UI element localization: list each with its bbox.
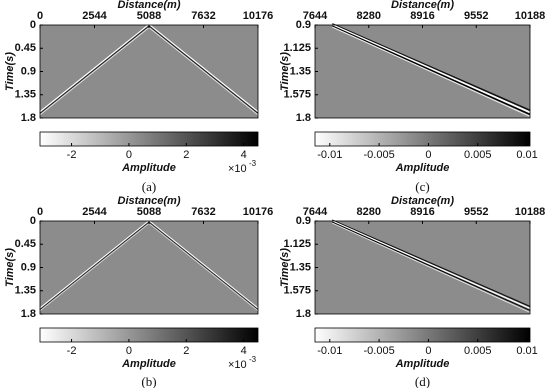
- x-tick-label: 9552: [464, 206, 488, 218]
- seismic-image: [40, 221, 258, 314]
- colorbar-scale-base: ×10: [228, 163, 247, 175]
- colorbar-scale-exponent: -3: [249, 355, 257, 364]
- x-tick-label: 8280: [357, 10, 381, 22]
- colorbar: [39, 327, 259, 343]
- y-tick-label: 1.8: [21, 308, 36, 320]
- wavefront: [331, 220, 531, 309]
- caption: (d): [415, 374, 430, 388]
- x-axis-label: Distance(m): [391, 195, 454, 207]
- y-tick-label: 0.45: [15, 42, 36, 54]
- colorbar-tick-label: 2: [183, 149, 189, 161]
- caption: (c): [415, 179, 429, 194]
- y-tick-label: 0.45: [15, 238, 36, 250]
- x-tick-label: 10188: [515, 206, 546, 218]
- y-tick-label: 1.35: [15, 89, 36, 101]
- x-axis-label: Distance(m): [391, 0, 454, 11]
- wavefront: [331, 25, 531, 116]
- x-tick-label: 2544: [82, 10, 107, 22]
- seismic-image: [315, 221, 530, 314]
- y-tick-label: 0.9: [21, 261, 36, 273]
- colorbar-label: Amplitude: [121, 358, 176, 370]
- colorbar-tick-label: -2: [67, 149, 77, 161]
- wavefront: [331, 221, 531, 311]
- y-axis-label: Time(s): [4, 248, 16, 287]
- colorbar-label: Amplitude: [395, 162, 450, 174]
- x-tick-label: 7644: [303, 10, 328, 22]
- x-tick-label: 8916: [410, 10, 434, 22]
- y-tick-label: 1.35: [15, 285, 36, 297]
- colorbar-tick-label: 0.005: [464, 149, 492, 161]
- caption: (b): [141, 374, 156, 388]
- colorbar-tick-label: 0.01: [516, 345, 537, 357]
- colorbar-tick-label: 0.01: [516, 149, 537, 161]
- y-tick-label: 1.35: [290, 261, 311, 273]
- colorbar-tick-label: 0.005: [464, 345, 492, 357]
- colorbar-tick-label: 2: [183, 345, 189, 357]
- x-tick-label: 0: [37, 10, 43, 22]
- colorbar-scale-base: ×10: [228, 359, 247, 371]
- x-tick-label: 2544: [82, 206, 107, 218]
- x-tick-label: 10176: [243, 10, 274, 22]
- colorbar-tick-label: -0.01: [317, 345, 342, 357]
- y-axis-label: Time(s): [279, 52, 291, 91]
- x-tick-label: 10176: [243, 206, 274, 218]
- y-tick-label: 1.125: [283, 42, 311, 54]
- y-axis-label: Time(s): [279, 248, 291, 287]
- x-tick-label: 0: [37, 206, 43, 218]
- colorbar: [314, 327, 531, 343]
- colorbar: [39, 131, 259, 147]
- wavefront: [331, 219, 531, 307]
- wavefront: [332, 222, 531, 313]
- wavefront: [331, 24, 531, 114]
- colorbar-tick-label: -0.005: [364, 149, 395, 161]
- colorbar-tick-label: 0: [126, 345, 132, 357]
- y-tick-label: 1.575: [283, 285, 311, 297]
- colorbar-label: Amplitude: [121, 162, 176, 174]
- panel: Distance(m) 0 2544 5088 7632 10176 Time(s) 0 0.4…: [4, 0, 273, 194]
- x-tick-label: 8280: [357, 206, 381, 218]
- y-tick-label: 1.8: [296, 308, 311, 320]
- y-tick-label: 1.35: [290, 65, 311, 77]
- colorbar-tick-label: -0.005: [364, 345, 395, 357]
- colorbar-scale-exponent: -3: [249, 159, 257, 168]
- y-axis-label: Time(s): [4, 52, 16, 91]
- colorbar-tick-label: 0: [126, 149, 132, 161]
- caption: (a): [142, 179, 156, 194]
- x-tick-label: 7632: [191, 10, 215, 22]
- y-tick-label: 1.125: [283, 238, 311, 250]
- panel: Distance(m) 7644 8280 8916 9552 10188 Time(s) 0…: [279, 0, 545, 194]
- seismic-image: [315, 25, 530, 118]
- colorbar-label: Amplitude: [395, 358, 450, 370]
- y-tick-label: 0: [30, 215, 36, 227]
- x-tick-label: 8916: [410, 206, 434, 218]
- panel: Distance(m) 7644 8280 8916 9552 10188 Time(s) 0…: [279, 195, 545, 388]
- colorbar-tick-label: 4: [241, 345, 247, 357]
- y-tick-label: 0.9: [296, 19, 311, 31]
- colorbar-tick-label: 0: [425, 149, 431, 161]
- y-tick-label: 0: [30, 19, 36, 31]
- y-tick-label: 1.575: [283, 89, 311, 101]
- x-tick-label: 5088: [137, 10, 161, 22]
- x-tick-label: 9552: [464, 10, 488, 22]
- colorbar-tick-label: 4: [241, 149, 247, 161]
- y-tick-label: 1.8: [21, 112, 36, 124]
- colorbar-tick-label: -2: [67, 345, 77, 357]
- y-tick-label: 0.9: [296, 215, 311, 227]
- y-tick-label: 0.9: [21, 65, 36, 77]
- colorbar-tick-label: 0: [425, 345, 431, 357]
- colorbar: [314, 131, 531, 147]
- x-tick-label: 10188: [515, 10, 546, 22]
- x-axis-label: Distance(m): [118, 0, 181, 11]
- seismic-image: [40, 25, 258, 118]
- panel: Distance(m) 0 2544 5088 7632 10176 Time(s) 0 0.4…: [4, 195, 273, 388]
- x-tick-label: 5088: [137, 206, 161, 218]
- colorbar-tick-label: -0.01: [317, 149, 342, 161]
- wavefront: [331, 23, 531, 112]
- y-tick-label: 1.8: [296, 112, 311, 124]
- x-axis-label: Distance(m): [118, 195, 181, 207]
- x-tick-label: 7644: [303, 206, 328, 218]
- wavefront: [331, 26, 531, 117]
- x-tick-label: 7632: [191, 206, 215, 218]
